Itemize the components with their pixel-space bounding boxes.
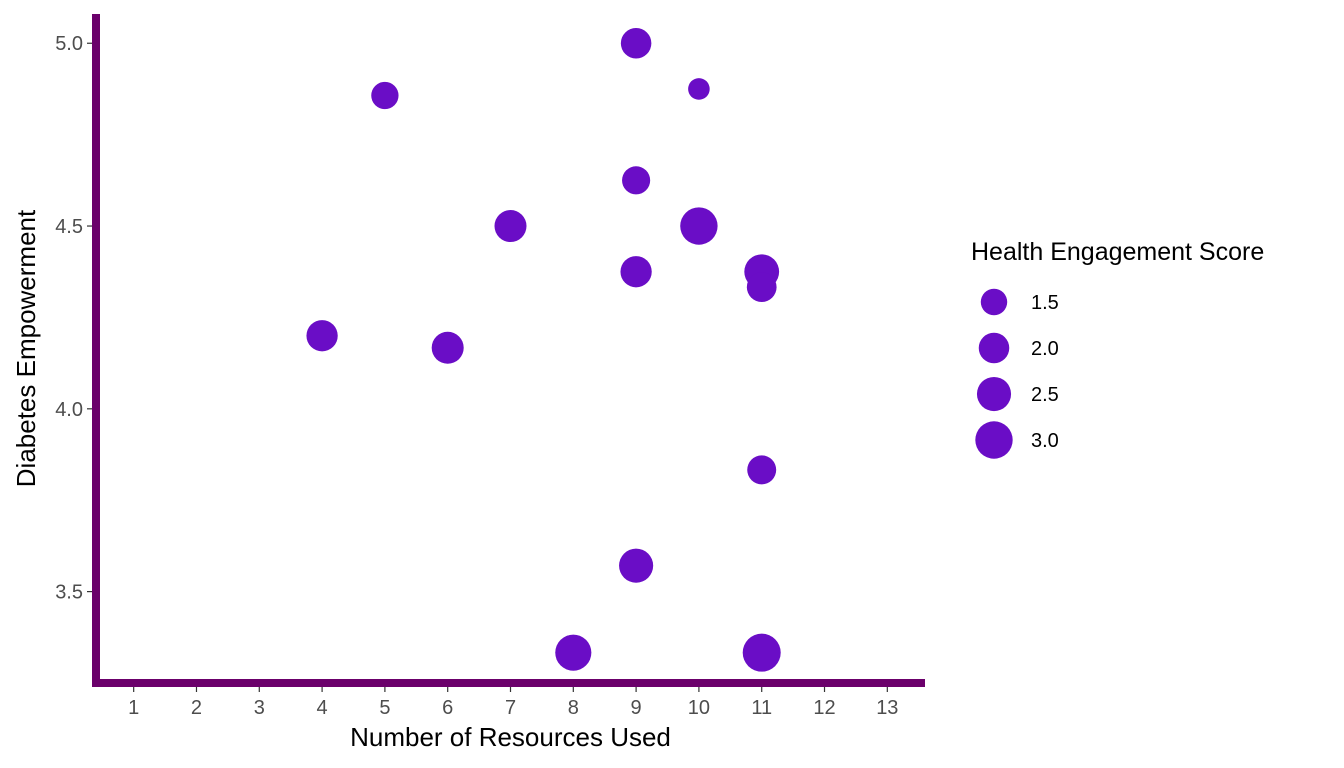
data-point-4	[555, 634, 592, 671]
legend-symbol-1	[978, 332, 1010, 364]
data-point-14	[742, 633, 781, 672]
y-tick-label-3: 5.0	[55, 33, 83, 55]
data-point-3	[494, 210, 527, 243]
data-point-7	[620, 256, 652, 288]
x-tick-label-6: 6	[442, 697, 453, 719]
x-tick-label-11: 11	[751, 697, 772, 719]
data-point-2	[431, 331, 464, 364]
legend-title: Health Engagement Score	[971, 238, 1264, 266]
y-ticks-layer: 3.5 4.0 4.5 5.0	[55, 33, 92, 604]
data-point-1	[371, 81, 399, 110]
legend-symbol-0	[980, 288, 1008, 316]
x-tick-label-7: 7	[505, 697, 516, 719]
data-point-9	[688, 78, 710, 100]
x-tick-label-8: 8	[568, 697, 579, 719]
legend-symbol-2	[976, 376, 1012, 412]
x-tick-label-4: 4	[317, 697, 328, 719]
legend-label-0: 1.5	[1031, 292, 1059, 314]
legend-items: 1.5 2.0 2.5 3.0	[975, 288, 1059, 459]
data-point-5	[620, 27, 652, 59]
data-point-6	[622, 166, 651, 195]
x-tick-label-13: 13	[876, 697, 898, 719]
y-tick-label-1: 4.0	[55, 399, 83, 421]
y-axis-title: Diabetes Empowerment	[11, 209, 41, 487]
x-tick-label-2: 2	[191, 697, 202, 719]
legend-label-3: 3.0	[1031, 430, 1059, 452]
data-point-8	[619, 548, 654, 583]
data-point-10	[680, 207, 718, 245]
points-layer	[306, 27, 781, 672]
data-point-12	[746, 272, 777, 302]
x-tick-label-12: 12	[813, 697, 835, 719]
legend-label-1: 2.0	[1031, 338, 1059, 360]
x-tick-label-9: 9	[631, 697, 642, 719]
legend-label-2: 2.5	[1031, 384, 1059, 406]
data-point-13	[747, 455, 777, 485]
y-tick-label-2: 4.5	[55, 216, 83, 238]
legend-symbol-3	[975, 421, 1013, 459]
x-tick-label-1: 1	[128, 697, 139, 719]
axes-layer	[92, 14, 925, 687]
y-tick-label-0: 3.5	[55, 582, 83, 604]
x-ticks-layer: 1 2 3 4 5 6 7 8 9 10 11 12 13	[128, 687, 898, 719]
x-axis-title: Number of Resources Used	[350, 722, 671, 752]
x-tick-label-5: 5	[379, 697, 390, 719]
size-legend: Health Engagement Score 1.5 2.0 2.5 3.0	[971, 238, 1264, 459]
x-tick-label-10: 10	[688, 697, 710, 719]
data-point-0	[306, 320, 338, 352]
x-tick-label-3: 3	[254, 697, 265, 719]
